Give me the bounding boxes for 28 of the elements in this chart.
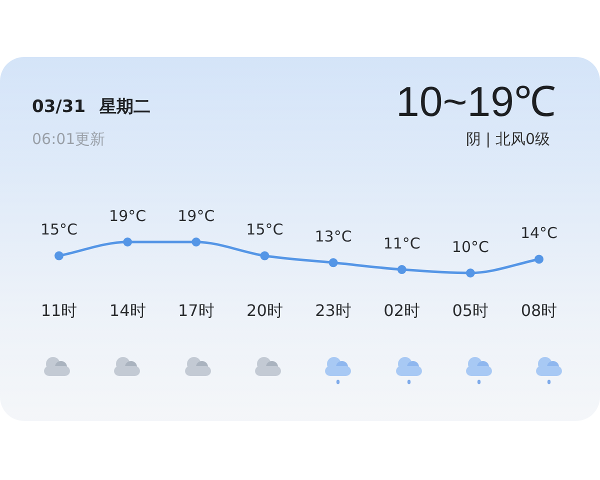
text: 阴 | 北风0级 <box>466 129 550 149</box>
data-label: 14°C <box>520 224 558 242</box>
x-tick-label: 20时 <box>246 300 283 320</box>
x-tick-label: 14时 <box>109 300 146 320</box>
point <box>123 238 132 246</box>
point <box>54 251 64 260</box>
x-tick-label: 11时 <box>40 300 78 320</box>
point <box>534 254 544 264</box>
chart-title: 03/31 星期二 <box>32 96 150 119</box>
data-label: 15°C <box>246 220 284 239</box>
x-tick-label: 23时 <box>315 300 352 320</box>
data-label: 11°C <box>383 234 420 252</box>
point <box>397 265 406 274</box>
chart-subtitle: 06:01更新 <box>32 129 106 149</box>
point <box>328 258 338 268</box>
data-label: 19°C <box>109 206 146 225</box>
data-label: 19°C <box>178 206 215 225</box>
point <box>192 238 201 246</box>
data-label: 13°C <box>314 228 352 246</box>
data-label: 10°C <box>452 238 489 256</box>
x-tick-label: 17时 <box>178 300 214 320</box>
data-label: 15°C <box>40 220 78 239</box>
x-tick-label: 05时 <box>452 300 489 320</box>
point <box>466 268 475 278</box>
point <box>260 251 270 260</box>
x-tick-label: 08时 <box>520 300 558 320</box>
text: 10~19℃ <box>396 78 556 126</box>
x-tick-label: 02时 <box>384 300 420 320</box>
